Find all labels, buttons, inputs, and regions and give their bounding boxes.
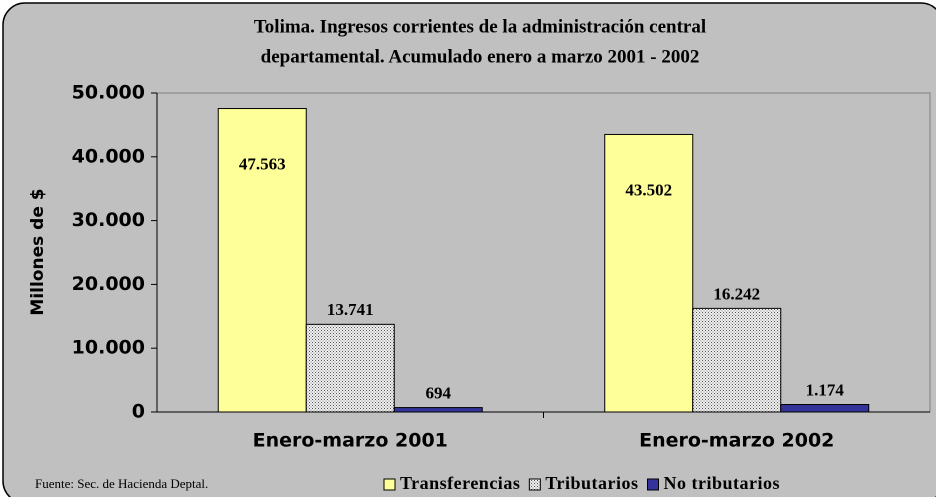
x-tick-label: Enero-marzo 2002	[639, 430, 834, 452]
y-axis-label: Millones de $	[28, 188, 48, 315]
legend-label: No tributarios	[664, 473, 781, 493]
y-tick-label: 50.000	[72, 82, 145, 104]
y-tick-label: 10.000	[72, 337, 145, 359]
bar	[217, 108, 307, 413]
chart-title: Tolima. Ingresos corrientes de la admini…	[254, 16, 706, 37]
legend-swatch	[647, 478, 659, 491]
bar	[692, 307, 782, 413]
value-label: 16.242	[713, 284, 760, 303]
value-label: 47.563	[239, 154, 286, 173]
value-label: 694	[426, 383, 452, 402]
y-tick-label: 40.000	[72, 145, 145, 167]
legend-swatch	[383, 478, 396, 491]
value-label: 1.174	[806, 380, 845, 399]
y-tick-label: 20.000	[72, 273, 145, 295]
value-label: 13.741	[327, 300, 374, 319]
source-note: Fuente: Sec. de Hacienda Deptal.	[35, 476, 208, 491]
value-label: 43.502	[625, 180, 672, 199]
bar	[393, 407, 483, 413]
y-tick-label: 0	[132, 401, 145, 423]
legend-label: Tributarios	[545, 473, 638, 493]
y-tick-label: 30.000	[72, 209, 145, 231]
x-tick-label: Enero-marzo 2001	[253, 430, 448, 452]
chart-title: departamental. Acumulado enero a marzo 2…	[261, 46, 700, 67]
legend-label: Transferencias	[400, 473, 520, 493]
legend-swatch	[528, 478, 541, 491]
bar	[780, 404, 870, 413]
bar	[305, 323, 395, 413]
bar	[604, 133, 694, 413]
